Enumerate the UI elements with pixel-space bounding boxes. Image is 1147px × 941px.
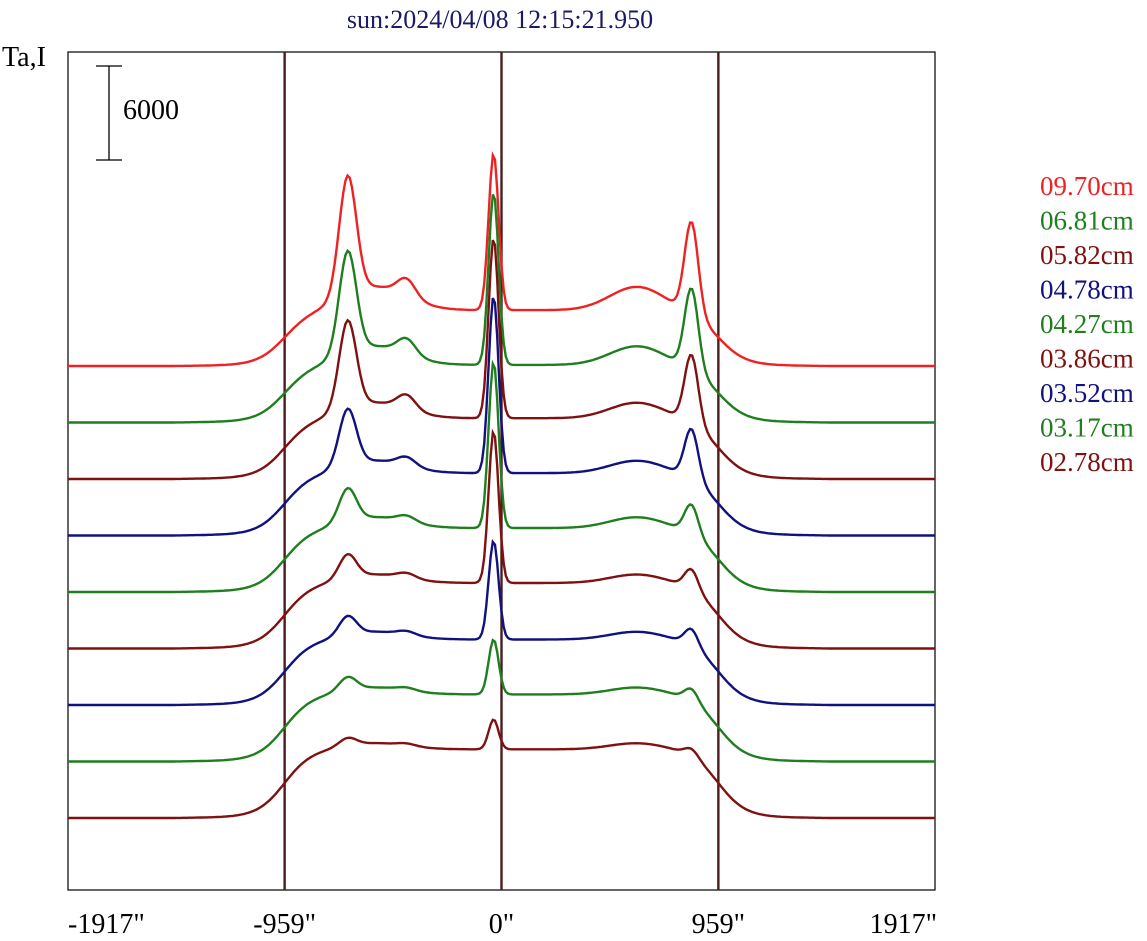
legend-entry: 03.17cm: [1040, 413, 1134, 443]
series-line-02.78cm: [68, 718, 935, 820]
legend: 09.70cm 06.81cm 05.82cm 04.78cm 04.27cm 03.86…: [1040, 171, 1134, 477]
scale-bar: 6000: [96, 65, 179, 161]
legend-entry: 03.86cm: [1040, 344, 1134, 374]
series-line-04.27cm: [68, 359, 935, 594]
legend-entry: 06.81cm: [1040, 206, 1134, 236]
series-line-09.70cm: [68, 150, 935, 368]
series-line-05.82cm: [68, 239, 935, 481]
series-line-03.86cm: [68, 428, 935, 650]
legend-entry: 04.78cm: [1040, 275, 1134, 305]
series-line-03.17cm: [68, 638, 935, 763]
x-tick-label: -1917": [68, 909, 145, 940]
legend-entry: 03.52cm: [1040, 378, 1134, 408]
legend-entry: 05.82cm: [1040, 240, 1134, 270]
x-tick-label: 959": [692, 909, 745, 940]
x-tick-labels: -1917" -959" 0" 959" 1917": [68, 909, 937, 940]
series-lines: [68, 150, 935, 820]
x-tick-label: -959": [253, 909, 316, 940]
x-tick-label: 1917": [870, 909, 937, 940]
y-axis-label: Ta,I: [2, 42, 46, 73]
series-line-04.78cm: [68, 297, 935, 537]
legend-entry: 02.78cm: [1040, 447, 1134, 477]
scale-bar-label: 6000: [123, 95, 179, 126]
legend-entry: 04.27cm: [1040, 309, 1134, 339]
chart-title: sun:2024/04/08 12:15:21.950: [347, 5, 653, 34]
legend-entry: 09.70cm: [1040, 171, 1134, 201]
series-line-03.52cm: [68, 538, 935, 707]
series-line-06.81cm: [68, 194, 935, 424]
x-tick-label: 0": [489, 909, 514, 940]
